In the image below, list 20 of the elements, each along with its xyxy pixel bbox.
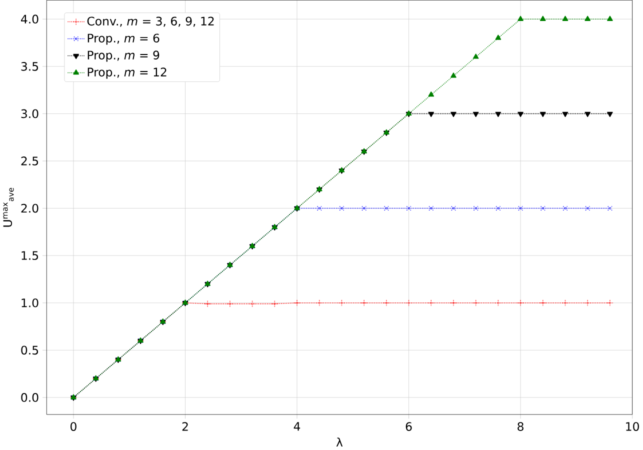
x-tick-label: 8	[518, 422, 524, 432]
y-tick-label: 1.5	[22, 251, 38, 260]
y-tick-label: 1.0	[22, 298, 38, 308]
y-tick-label: 4.0	[21, 14, 38, 24]
x-axis-title: λ	[336, 438, 343, 447]
x-tick-label: 6	[406, 422, 412, 432]
legend-label: Prop., m = 9	[88, 50, 160, 62]
y-tick-label: 2.5	[21, 156, 38, 166]
legend-label: Conv., m = 3, 6, 9, 12	[87, 16, 214, 27]
legend-label: Prop., m = 6	[88, 34, 160, 45]
x-tick-label: 0	[70, 422, 76, 432]
legend-label: Prop., m = 12	[88, 68, 166, 79]
y-tick-label: 3.5	[21, 62, 38, 71]
x-tick-label: 10	[626, 422, 639, 432]
x-tick-label: 2	[182, 422, 188, 431]
y-tick-label: 0.5	[21, 346, 38, 355]
x-tick-label: 4	[294, 422, 300, 431]
y-tick-label: 0.0	[21, 393, 38, 402]
y-tick-label: 2.0	[21, 204, 38, 213]
y-tick-label: 3.0	[21, 109, 38, 118]
